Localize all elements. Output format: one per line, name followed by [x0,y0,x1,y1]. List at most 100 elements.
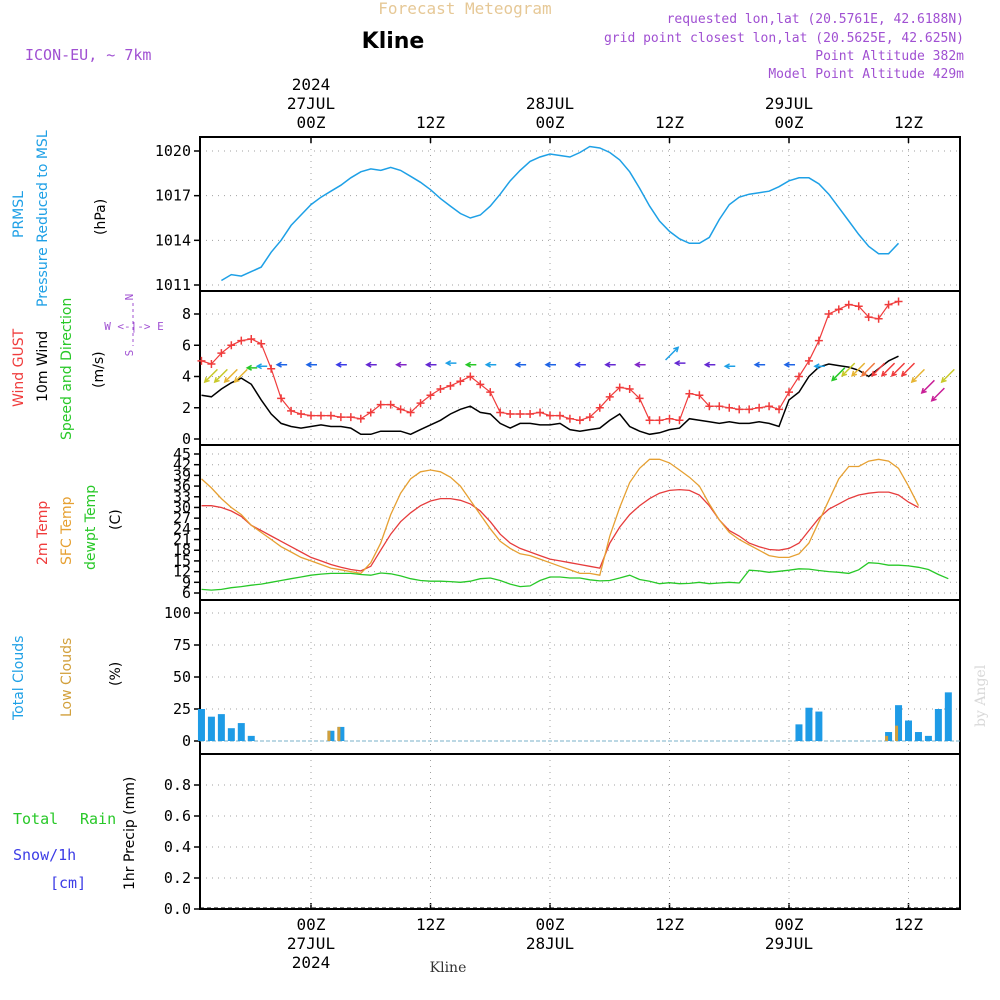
wind-direction-arrow [255,363,268,370]
y-tick-label: 6 [182,584,191,602]
wind-unit: (m/s) [91,351,107,388]
total-cloud-bar [815,711,823,741]
pressure-line [221,145,900,282]
pressure-panel: 1011 1014 1017 1020 [155,136,961,294]
footer-location: Kline [430,960,467,976]
wind-direction-arrow [395,361,407,368]
time-label: 2024 [292,75,331,94]
gust-marker [765,402,774,411]
wind-gust-line [201,300,899,421]
gust-marker [625,385,634,393]
wind-label-10m: 10m Wind [35,331,51,402]
total-cloud-bar [805,707,813,741]
y-tick-label: 0.8 [164,776,191,794]
wind-panel: 0 2 4 6 8 [182,291,961,448]
gust-marker [785,388,793,397]
y-tick-label: 30 [173,498,191,516]
requested-coords: requested lon,lat (20.5761E, 42.6188N) [667,12,964,27]
y-tick-label: 45 [173,445,191,463]
pressure-unit: (hPa) [93,199,109,235]
wind-direction-arrow [233,368,248,384]
time-label: 12Z [416,915,445,934]
gust-marker [804,356,813,365]
y-tick-label: 0 [182,430,191,448]
total-cloud-bar [337,726,345,741]
gust-marker [396,405,405,414]
gust-marker [675,416,684,425]
y-tick-label: 0.2 [164,869,191,887]
wind-direction-arrow [424,361,437,368]
gust-marker [775,405,784,414]
wind-direction-arrow [890,362,906,377]
time-label: 12Z [894,915,923,934]
time-label: 29JUL [765,94,813,113]
wind-direction-arrow [305,361,317,368]
time-label: 00Z [775,915,804,934]
gust-marker [735,405,744,414]
gust-marker [844,300,853,309]
wind-direction-arrow [940,368,955,384]
time-label: 00Z [536,915,565,934]
wind-direction-arrow [464,361,477,368]
point-altitude: Point Altitude 382m [815,49,964,64]
gust-marker [476,380,485,389]
wind-direction-arrow [860,362,876,377]
compass-we: W <-|-> E [104,320,164,333]
total-cloud-bar [905,720,912,741]
closest-coords: grid point closest lon,lat (20.5625E, 42… [604,31,964,46]
gust-marker [685,389,694,398]
gust-marker [725,403,734,412]
low-cloud-bar [885,735,889,741]
wind-direction-arrow [203,368,218,384]
y-tick-label: 24 [173,520,191,538]
precip-label-snow: Snow/1h [13,846,76,864]
y-tick-label: 0.0 [164,900,191,918]
cloud-panel: 0 25 50 75 100 [164,599,961,755]
wind-direction-arrow [665,346,680,361]
gust-marker [565,414,574,423]
temp-labels: 2m Temp SFC Temp dewpt Temp (C) [35,485,124,570]
panel-frame [199,444,961,601]
time-label: 2024 [292,953,331,972]
gust-marker [874,314,883,323]
wind-direction-arrow [335,361,347,368]
gust-marker [894,297,903,306]
time-label: 00Z [775,113,804,132]
y-tick-label: 0 [182,732,191,750]
y-tick-label: 18 [173,541,191,559]
gust-marker [526,410,535,418]
precip-label-cm: [cm] [50,874,86,892]
total-cloud-bar [227,728,235,741]
gust-marker [884,300,893,309]
wind-direction-arrow [841,362,856,377]
y-tick-label: 75 [173,636,191,654]
gust-marker [416,399,425,408]
time-label: 12Z [416,113,445,132]
gust-marker [426,391,435,400]
total-cloud-bar [247,735,255,741]
pressure-label-b: Pressure Reduced to MSL [35,130,51,307]
y-tick-label: 9 [182,573,191,591]
gust-marker [546,411,554,420]
gust-marker [496,408,505,417]
gust-marker [715,402,724,411]
gust-marker [297,410,306,418]
total-cloud-bar [217,714,225,741]
wind-direction-arrow [930,387,945,402]
wind-direction-arrow [900,362,916,377]
total-cloud-bar [795,724,803,741]
wind-direction-arrow [484,361,497,368]
total-cloud-bar [327,730,335,741]
total-cloud-bar [895,705,903,741]
y-tick-label: 0.4 [164,838,191,856]
pressure-label-a: PRMSL [11,191,27,238]
total-cloud-bar [197,709,205,741]
temp-label-sfc: SFC Temp [59,496,75,565]
gust-marker [486,388,495,397]
gust-marker [346,413,355,422]
total-cloud-bar [237,723,245,741]
y-tick-label: 36 [173,477,191,495]
wind-direction-arrow [634,361,646,368]
